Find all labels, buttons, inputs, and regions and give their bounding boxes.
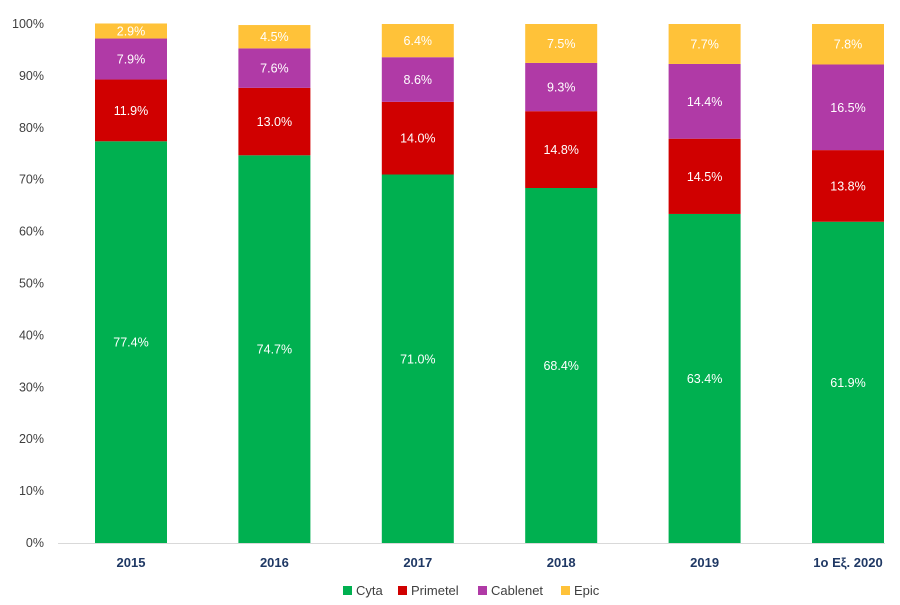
data-label: 63.4% — [687, 372, 722, 386]
data-label: 7.9% — [117, 53, 146, 67]
bar-segment-epic — [525, 24, 598, 63]
bar-segment-cyta — [525, 188, 598, 543]
legend-item-cyta: Cyta — [343, 583, 384, 598]
data-label: 7.6% — [260, 62, 289, 76]
bar-segment-epic — [668, 24, 741, 64]
legend: Cyta Primetel Cablenet Epic — [343, 583, 600, 598]
data-label: 71.0% — [400, 352, 435, 366]
data-label: 7.8% — [834, 38, 863, 52]
data-label: 4.5% — [260, 30, 289, 44]
bar-segment-cyta — [238, 155, 311, 543]
y-tick-label: 50% — [19, 277, 44, 291]
bar-segment-cyta — [95, 141, 167, 543]
data-label: 7.7% — [690, 37, 719, 51]
bar-segment-cablenet — [95, 38, 167, 80]
bar-segment-cyta — [668, 213, 741, 544]
bar-segment-epic — [812, 24, 884, 65]
data-label: 6.4% — [404, 34, 433, 48]
data-label: 7.5% — [547, 37, 576, 51]
x-tick-label: 2016 — [260, 555, 289, 570]
x-tick-label: 2018 — [547, 555, 576, 570]
legend-label: Epic — [574, 583, 600, 598]
x-axis: 2015 2016 2017 2018 2019 1ο Εξ. 2020 — [58, 543, 885, 570]
data-label: 61.9% — [830, 376, 865, 390]
legend-label: Cablenet — [491, 583, 543, 598]
bars: 77.4% 11.9% 7.9% 2.9% 74.7% 13.0% 7.6% 4.5% 71.0… — [95, 23, 884, 544]
legend-label: Primetel — [411, 583, 459, 598]
bar-segment-cablenet — [812, 64, 884, 151]
data-label: 13.8% — [830, 179, 865, 193]
legend-swatch — [398, 586, 407, 595]
data-label: 8.6% — [404, 73, 433, 87]
bar-segment-epic — [95, 23, 167, 39]
legend-swatch — [478, 586, 487, 595]
bar-segment-cablenet — [668, 63, 741, 139]
bar-segment-primetel — [95, 79, 167, 142]
bar-segment-cyta — [381, 174, 454, 543]
y-tick-label: 0% — [26, 536, 44, 550]
y-tick-label: 30% — [19, 380, 44, 394]
x-tick-label: 2015 — [117, 555, 146, 570]
legend-item-primetel: Primetel — [398, 583, 459, 598]
data-label: 68.4% — [543, 359, 578, 373]
y-tick-label: 10% — [19, 484, 44, 498]
y-tick-label: 80% — [19, 121, 44, 135]
bar-segment-epic — [238, 25, 311, 49]
y-tick-label: 20% — [19, 432, 44, 446]
bar-segment-primetel — [525, 111, 598, 189]
bar-segment-primetel — [238, 87, 311, 156]
y-tick-label: 70% — [19, 173, 44, 187]
y-tick-label: 40% — [19, 328, 44, 342]
x-tick-label: 1ο Εξ. 2020 — [813, 555, 882, 570]
data-label: 13.0% — [257, 115, 292, 129]
data-label: 77.4% — [113, 336, 148, 350]
y-tick-label: 60% — [19, 225, 44, 239]
y-tick-label: 90% — [19, 69, 44, 83]
legend-label: Cyta — [356, 583, 384, 598]
bar-segment-cablenet — [525, 62, 598, 112]
bar-segment-primetel — [668, 138, 741, 214]
data-label: 14.5% — [687, 170, 722, 184]
bar-segment-cyta — [812, 221, 884, 543]
y-tick-label: 100% — [12, 17, 44, 31]
bar-segment-epic — [381, 24, 454, 58]
legend-item-epic: Epic — [561, 583, 600, 598]
bar-segment-primetel — [812, 150, 884, 222]
data-label: 14.8% — [543, 143, 578, 157]
y-axis: 0% 10% 20% 30% 40% 50% 60% 70% 80% 90% 100% — [12, 17, 44, 550]
legend-swatch — [561, 586, 570, 595]
data-label: 74.7% — [257, 343, 292, 357]
data-label: 11.9% — [114, 104, 149, 118]
data-label: 14.4% — [687, 95, 722, 109]
bar-segment-cablenet — [381, 57, 454, 102]
legend-item-cablenet: Cablenet — [478, 583, 543, 598]
data-label: 9.3% — [547, 81, 576, 95]
bar-segment-cablenet — [238, 48, 311, 88]
x-tick-label: 2019 — [690, 555, 719, 570]
data-label: 14.0% — [400, 132, 435, 146]
data-label: 2.9% — [117, 25, 146, 39]
x-tick-label: 2017 — [403, 555, 432, 570]
bar-segment-primetel — [381, 101, 454, 175]
legend-swatch — [343, 586, 352, 595]
data-label: 16.5% — [830, 101, 865, 115]
